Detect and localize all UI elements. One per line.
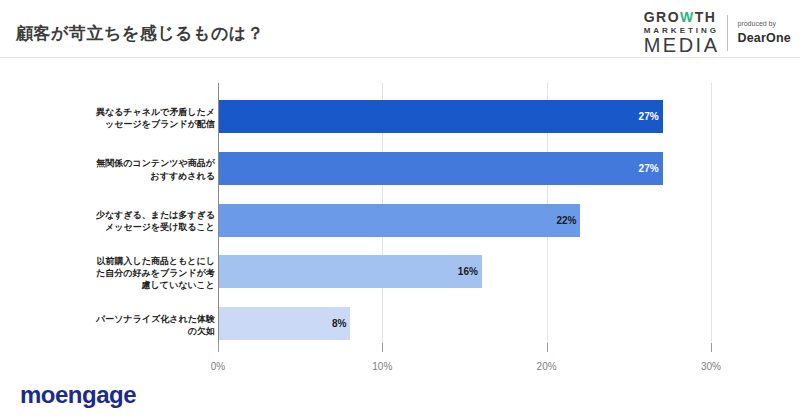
axis-tick-label: 30%	[701, 361, 721, 372]
bar-row: 以前購入した商品ともとにし た自分の好みをブランドが考 慮していないこと 16%	[0, 255, 800, 288]
header-divider	[0, 57, 800, 58]
category-label: パーソナライズ化された体験 の欠如	[16, 312, 215, 337]
bar-row: 無関係のコンテンツや商品が おすすめされる 27%	[0, 152, 800, 185]
category-label: 少なすぎる、または多すぎる メッセージを受け取ること	[16, 209, 215, 234]
logo-separator	[727, 15, 728, 51]
axis-tick-label: 20%	[537, 361, 557, 372]
axis-tick-label: 0%	[211, 361, 225, 372]
gmm-media-line: MEDIA	[644, 36, 720, 55]
gmm-wordmark: GROWTH MARKETING MEDIA	[644, 10, 720, 55]
slide: 顧客が苛立ちを感じるものは？ GROWTH MARKETING MEDIA pr…	[0, 0, 800, 420]
value-label: 22%	[556, 204, 576, 237]
bar: 27%	[219, 152, 663, 185]
producer-block: produced by DearOne	[737, 20, 791, 45]
gmm-growth-text-end: TH	[695, 9, 717, 25]
bar: 27%	[219, 100, 663, 133]
axis-tick	[547, 343, 548, 352]
axis-tick-label: 10%	[372, 361, 392, 372]
value-label: 16%	[458, 255, 478, 288]
gmm-growth-text: GRO	[644, 9, 680, 25]
gmm-growth-line: GROWTH	[644, 10, 720, 25]
axis-tick	[382, 343, 383, 352]
value-label: 27%	[639, 100, 659, 133]
bar-row: 異なるチャネルで矛盾したメ ッセージをブランドが配信 27%	[0, 100, 800, 133]
axis-tick	[711, 343, 712, 352]
growth-marketing-media-logo: GROWTH MARKETING MEDIA produced by DearO…	[644, 10, 791, 55]
page-title: 顧客が苛立ちを感じるものは？	[16, 22, 264, 45]
category-label: 以前購入した商品ともとにし た自分の好みをブランドが考 慮していないこと	[16, 254, 215, 291]
moengage-logo: moengage	[20, 381, 136, 409]
value-label: 8%	[332, 307, 346, 340]
category-label: 無関係のコンテンツや商品が おすすめされる	[16, 157, 215, 182]
value-label: 27%	[639, 152, 659, 185]
bar-row: 少なすぎる、または多すぎる メッセージを受け取ること 22%	[0, 204, 800, 237]
bar: 16%	[219, 255, 482, 288]
axis-tick	[218, 343, 219, 352]
bar: 22%	[219, 204, 580, 237]
green-check-w: W	[680, 9, 695, 25]
dearone-logo: DearOne	[737, 31, 791, 45]
category-label: 異なるチャネルで矛盾したメ ッセージをブランドが配信	[16, 105, 215, 130]
bar: 8%	[219, 307, 350, 340]
bar-row: パーソナライズ化された体験 の欠如 8%	[0, 307, 800, 340]
produced-by-label: produced by	[737, 20, 791, 27]
